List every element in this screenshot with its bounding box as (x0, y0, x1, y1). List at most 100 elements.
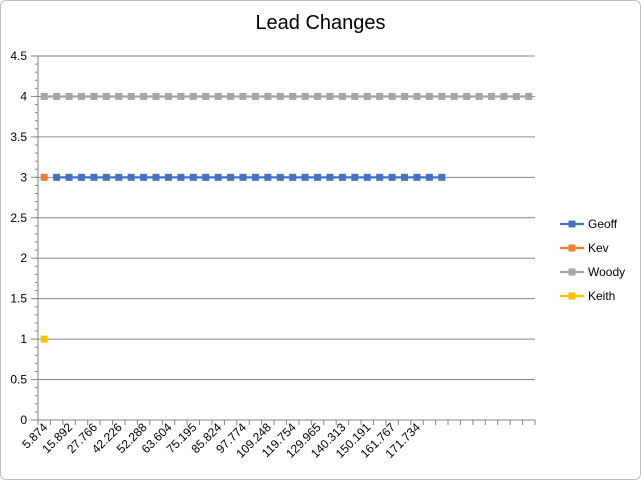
data-point (525, 92, 533, 100)
data-point (65, 173, 73, 181)
data-point (376, 173, 384, 181)
y-tick-label: 1 (20, 332, 27, 346)
data-point (239, 92, 247, 100)
data-point (289, 173, 297, 181)
data-point (425, 173, 433, 181)
data-point (301, 92, 309, 100)
data-point (53, 173, 61, 181)
series-geoff (53, 173, 446, 181)
data-point (376, 92, 384, 100)
data-point (102, 92, 110, 100)
data-point (239, 173, 247, 181)
legend-label: Kev (588, 241, 609, 255)
data-point (314, 92, 322, 100)
legend-label: Keith (588, 289, 615, 303)
series-keith (40, 335, 48, 343)
legend-marker (568, 268, 576, 276)
data-point (326, 173, 334, 181)
data-point (227, 173, 235, 181)
data-point (152, 173, 160, 181)
data-point (438, 173, 446, 181)
data-point (314, 173, 322, 181)
data-point (500, 92, 508, 100)
data-point (301, 173, 309, 181)
chart-title: Lead Changes (255, 12, 386, 34)
data-point (425, 92, 433, 100)
series-woody (40, 92, 533, 100)
data-point (214, 173, 222, 181)
y-tick-label: 1.5 (10, 292, 27, 306)
data-point (152, 92, 160, 100)
data-point (177, 92, 185, 100)
y-tick-label: 2 (20, 251, 27, 265)
data-point (338, 92, 346, 100)
data-point (40, 335, 48, 343)
legend-marker (568, 244, 576, 252)
data-point (351, 173, 359, 181)
y-tick-label: 2.5 (10, 211, 27, 225)
data-point (413, 173, 421, 181)
legend-item-geoff: Geoff (560, 217, 618, 231)
data-point (202, 173, 210, 181)
data-point (189, 173, 197, 181)
data-point (338, 173, 346, 181)
data-point (140, 173, 148, 181)
data-point (475, 92, 483, 100)
data-point (189, 92, 197, 100)
data-point (276, 173, 284, 181)
legend-item-kev: Kev (560, 241, 609, 255)
data-point (401, 173, 409, 181)
y-tick-label: 3.5 (10, 130, 27, 144)
data-point (512, 92, 520, 100)
data-point (251, 92, 259, 100)
data-point (388, 173, 396, 181)
data-point (276, 92, 284, 100)
y-tick-label: 3 (20, 170, 27, 184)
data-point (164, 92, 172, 100)
data-point (127, 173, 135, 181)
data-point (77, 173, 85, 181)
gridlines (38, 55, 535, 381)
data-point (363, 173, 371, 181)
y-tick-label: 4 (20, 89, 27, 103)
data-point (90, 92, 98, 100)
data-point (251, 173, 259, 181)
legend-label: Geoff (588, 217, 618, 231)
data-point (363, 92, 371, 100)
data-point (488, 92, 496, 100)
data-point (388, 92, 396, 100)
data-point (40, 173, 48, 181)
data-point (65, 92, 73, 100)
data-point (326, 92, 334, 100)
data-point (450, 92, 458, 100)
legend-item-woody: Woody (560, 265, 625, 279)
y-tick-label: 0 (20, 413, 27, 427)
data-point (177, 173, 185, 181)
legend-label: Woody (588, 265, 625, 279)
data-point (351, 92, 359, 100)
data-point (164, 173, 172, 181)
data-point (214, 92, 222, 100)
series-kev (40, 173, 48, 181)
data-point (140, 92, 148, 100)
data-point (202, 92, 210, 100)
series-group (40, 92, 533, 343)
legend-marker (568, 292, 576, 300)
data-point (438, 92, 446, 100)
y-tick-label: 0.5 (10, 373, 27, 387)
data-point (115, 173, 123, 181)
data-point (413, 92, 421, 100)
legend-item-keith: Keith (560, 289, 615, 303)
data-point (401, 92, 409, 100)
data-point (115, 92, 123, 100)
data-point (289, 92, 297, 100)
data-point (264, 92, 272, 100)
data-point (227, 92, 235, 100)
axes: 00.511.522.533.544.55.87415.89227.76642.… (10, 49, 536, 461)
data-point (102, 173, 110, 181)
data-point (40, 92, 48, 100)
legend: Geoff Kev Woody Keith (560, 217, 625, 303)
data-point (463, 92, 471, 100)
